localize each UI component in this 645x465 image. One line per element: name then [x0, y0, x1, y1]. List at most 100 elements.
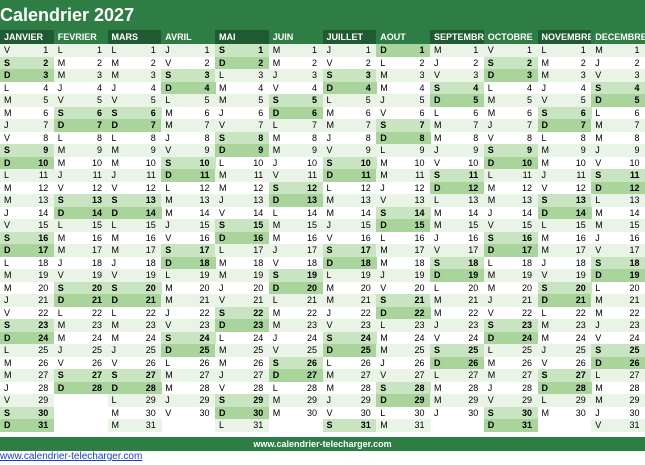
day-cell: L 19 — [322, 269, 377, 282]
weekday-letter: J — [57, 170, 63, 180]
day-cell: S 23 — [0, 319, 55, 332]
day-cell: S 19 — [268, 269, 323, 282]
day-number: 26 — [145, 357, 156, 368]
day-number: 19 — [521, 270, 532, 280]
weekday-letter: J — [57, 257, 63, 268]
day-number: 14 — [629, 207, 640, 218]
weekday-letter: M — [165, 195, 173, 205]
day-number: 8 — [580, 132, 586, 143]
day-cell: V 22 — [0, 307, 54, 320]
weekday-letter: V — [165, 57, 172, 68]
day-cell: V 16 — [161, 232, 215, 245]
day-number: 26 — [521, 357, 532, 368]
day-cell: S 20 — [53, 281, 108, 294]
weekday-letter: S — [434, 170, 441, 180]
day-number: 22 — [253, 307, 264, 318]
weekday-letter: L — [4, 170, 10, 180]
weekday-letter: L — [487, 345, 493, 355]
weekday-letter: D — [57, 207, 65, 218]
day-cell: S 20 — [537, 281, 592, 294]
weekday-letter: D — [595, 182, 602, 193]
weekday-letter: M — [219, 357, 227, 368]
day-number: 10 — [253, 157, 264, 168]
weekday-letter: V — [219, 295, 226, 305]
weekday-letter: D — [219, 407, 226, 418]
day-number: 10 — [199, 157, 210, 168]
weekday-letter: D — [57, 382, 65, 393]
weekday-letter: M — [57, 157, 66, 168]
day-number: 28 — [253, 382, 264, 393]
day-cell: M 31 — [376, 419, 431, 432]
weekday-letter: M — [4, 370, 12, 380]
weekday-letter: L — [4, 345, 10, 355]
weekday-letter: M — [326, 295, 335, 305]
day-number: 1 — [526, 45, 532, 55]
weekday-letter: M — [487, 195, 496, 205]
month-header: SEPTEMBRE — [430, 30, 485, 44]
day-cell: M 21 — [322, 294, 377, 307]
weekday-letter: M — [595, 45, 603, 55]
day-number: 4 — [204, 82, 210, 93]
weekday-letter: V — [326, 57, 333, 68]
day-number: 5 — [150, 95, 156, 105]
weekday-letter: J — [326, 307, 332, 318]
day-number: 14 — [521, 207, 532, 218]
day-cell: J 28 — [0, 382, 54, 395]
day-cell: M 21 — [591, 294, 645, 307]
weekday-letter: V — [487, 220, 494, 230]
day-number: 30 — [199, 407, 210, 418]
day-number: 11 — [361, 170, 371, 180]
day-cell: J 30 — [591, 407, 645, 420]
weekday-letter: D — [57, 295, 65, 305]
day-number: 5 — [204, 95, 210, 105]
weekday-letter: M — [380, 345, 388, 355]
day-number: 27 — [91, 370, 102, 380]
day-number: 13 — [468, 195, 479, 205]
day-cell: V 14 — [215, 207, 269, 220]
weekday-letter: M — [434, 307, 442, 318]
day-number: 10 — [145, 157, 156, 168]
weekday-letter: L — [487, 82, 493, 93]
day-number: 8 — [311, 132, 317, 143]
weekday-letter: D — [595, 357, 602, 368]
day-cell: V 17 — [430, 244, 485, 257]
day-number: 23 — [38, 320, 49, 330]
day-number: 26 — [306, 357, 317, 368]
day-number: 13 — [38, 195, 49, 205]
day-cell: S 27 — [53, 369, 108, 382]
day-number: 10 — [306, 157, 317, 168]
website-link[interactable]: www.calendrier-telecharger.com — [0, 451, 143, 462]
weekday-letter: M — [434, 45, 442, 55]
weekday-letter: D — [541, 207, 549, 218]
weekday-letter: V — [326, 320, 333, 330]
day-number: 6 — [96, 107, 102, 118]
weekday-letter: D — [541, 382, 549, 393]
weekday-letter: S — [4, 407, 11, 418]
weekday-letter: D — [326, 257, 334, 268]
day-number: 28 — [629, 382, 640, 393]
weekday-letter: J — [487, 382, 493, 393]
day-cell: J 23 — [430, 319, 485, 332]
day-cell: D 26 — [591, 356, 645, 369]
day-number: 24 — [414, 332, 425, 343]
day-number: 20 — [629, 282, 640, 293]
day-number: 28 — [575, 382, 586, 393]
day-cell: D 17 — [0, 244, 55, 257]
weekday-letter: S — [595, 345, 602, 355]
day-cell: M 22 — [269, 307, 323, 320]
day-cell: M 26 — [484, 357, 538, 370]
day-number: 12 — [199, 182, 210, 193]
day-cell: M 20 — [484, 282, 538, 295]
day-cell: V 28 — [215, 382, 269, 395]
day-cell: J 13 — [215, 194, 270, 207]
day-number: 4 — [43, 82, 49, 93]
